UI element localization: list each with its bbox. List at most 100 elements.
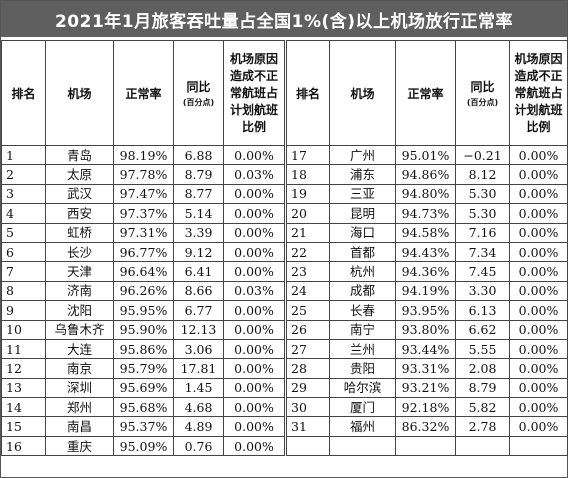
cell-airport: 太原 bbox=[45, 164, 114, 185]
cell-rate: 96.64% bbox=[113, 261, 174, 282]
cell-rate: 96.77% bbox=[113, 241, 174, 263]
cell-rank: 14 bbox=[1, 397, 46, 418]
cell-ratio: 0.00% bbox=[223, 203, 286, 224]
cell-ratio: 0.00% bbox=[223, 435, 286, 457]
cell-yoy: 3.06 bbox=[173, 338, 224, 360]
header-yoy-unit: (百分点) bbox=[182, 98, 215, 107]
cell-ratio-right: 0.00% bbox=[509, 203, 568, 224]
cell-yoy: 12.13 bbox=[173, 319, 224, 340]
cell-rate: 96.26% bbox=[113, 280, 174, 302]
cell-yoy: 8.79 bbox=[173, 164, 224, 185]
cell-airport-right: 广州 bbox=[329, 144, 396, 166]
cell-yoy-right: −0.21 bbox=[455, 144, 510, 166]
cell-airport: 乌鲁木齐 bbox=[45, 319, 114, 340]
cell-yoy-right: 2.78 bbox=[455, 416, 510, 437]
cell-airport: 武汉 bbox=[45, 183, 114, 205]
cell-rank-right: 25 bbox=[284, 300, 330, 321]
cell-yoy: 17.81 bbox=[173, 358, 224, 379]
cell-ratio-right: 0.00% bbox=[509, 144, 568, 166]
table-row: 13 深圳 95.69% 1.45 0.00% 29 哈尔滨 93.21% 8.79 0.00% bbox=[1, 377, 568, 399]
cell-yoy-right: 6.62 bbox=[455, 319, 510, 340]
header-airport: 机场 bbox=[45, 40, 114, 146]
cell-rank: 3 bbox=[1, 183, 46, 205]
cell-rank-right: 20 bbox=[284, 203, 330, 224]
cell-rank: 9 bbox=[1, 300, 46, 321]
cell-yoy-right: 5.55 bbox=[455, 338, 510, 360]
cell-rank-right: 18 bbox=[284, 164, 330, 185]
header-rank-right: 排名 bbox=[284, 40, 330, 146]
cell-rate-right: 94.73% bbox=[395, 203, 456, 224]
cell-rate: 95.69% bbox=[113, 377, 174, 399]
cell-airport: 郑州 bbox=[45, 397, 114, 418]
cell-rank-right: 19 bbox=[284, 183, 330, 205]
table-row: 8 济南 96.26% 8.66 0.03% 24 成都 94.19% 3.30 0.00% bbox=[1, 280, 568, 302]
cell-rank-right bbox=[284, 435, 330, 457]
header-row: 排名 机场 正常率 同比 (百分点) 机场原因造成不正常航班占计划航班比例 排名… bbox=[1, 40, 568, 146]
cell-ratio-right: 0.00% bbox=[509, 164, 568, 185]
cell-yoy: 8.66 bbox=[173, 280, 224, 302]
cell-yoy-right bbox=[455, 435, 510, 457]
cell-ratio: 0.00% bbox=[223, 183, 286, 205]
cell-airport-right: 三亚 bbox=[329, 183, 396, 205]
table-title: 2021年1月旅客吞吐量占全国1%(含)以上机场放行正常率 bbox=[1, 1, 567, 37]
cell-rate-right: 95.01% bbox=[395, 144, 456, 166]
cell-airport-right: 浦东 bbox=[329, 164, 396, 185]
cell-airport: 天津 bbox=[45, 261, 114, 282]
cell-rate-right: 94.86% bbox=[395, 164, 456, 185]
cell-ratio: 0.00% bbox=[223, 338, 286, 360]
cell-rank-right: 29 bbox=[284, 377, 330, 399]
cell-rate: 98.19% bbox=[113, 144, 174, 166]
cell-yoy: 9.12 bbox=[173, 241, 224, 263]
table-row: 7 天津 96.64% 6.41 0.00% 23 杭州 94.36% 7.45 0.00% bbox=[1, 261, 568, 282]
cell-airport-right: 兰州 bbox=[329, 338, 396, 360]
cell-rate: 97.37% bbox=[113, 203, 174, 224]
cell-airport-right: 厦门 bbox=[329, 397, 396, 418]
cell-ratio-right: 0.00% bbox=[509, 300, 568, 321]
cell-yoy: 5.14 bbox=[173, 203, 224, 224]
cell-rank: 6 bbox=[1, 241, 46, 263]
cell-ratio-right: 0.00% bbox=[509, 338, 568, 360]
cell-yoy: 0.76 bbox=[173, 435, 224, 457]
cell-rank-right: 17 bbox=[284, 144, 330, 166]
cell-ratio: 0.03% bbox=[223, 280, 286, 302]
cell-yoy-right: 7.34 bbox=[455, 241, 510, 263]
cell-airport-right: 首都 bbox=[329, 241, 396, 263]
cell-rank-right: 22 bbox=[284, 241, 330, 263]
cell-rate-right: 93.31% bbox=[395, 358, 456, 379]
cell-rank: 13 bbox=[1, 377, 46, 399]
cell-ratio-right: 0.00% bbox=[509, 241, 568, 263]
table-row: 16 重庆 95.09% 0.76 0.00% bbox=[1, 435, 568, 457]
cell-rate-right: 93.44% bbox=[395, 338, 456, 360]
cell-yoy-right: 2.08 bbox=[455, 358, 510, 379]
cell-rate-right: 86.32% bbox=[395, 416, 456, 437]
cell-airport: 青岛 bbox=[45, 144, 114, 166]
cell-rate-right: 94.58% bbox=[395, 222, 456, 243]
cell-ratio-right: 0.00% bbox=[509, 222, 568, 243]
cell-rank-right: 24 bbox=[284, 280, 330, 302]
cell-ratio-right: 0.00% bbox=[509, 280, 568, 302]
cell-yoy: 1.45 bbox=[173, 377, 224, 399]
cell-rate-right: 93.21% bbox=[395, 377, 456, 399]
header-rate-right: 正常率 bbox=[395, 40, 456, 146]
cell-ratio-right: 0.00% bbox=[509, 183, 568, 205]
cell-rank: 11 bbox=[1, 338, 46, 360]
header-rate: 正常率 bbox=[113, 40, 174, 146]
cell-rate: 97.31% bbox=[113, 222, 174, 243]
table-row: 11 大连 95.86% 3.06 0.00% 27 兰州 93.44% 5.55 0.00% bbox=[1, 338, 568, 360]
cell-rank: 12 bbox=[1, 358, 46, 379]
cell-airport-right: 海口 bbox=[329, 222, 396, 243]
cell-rate: 95.86% bbox=[113, 338, 174, 360]
header-ratio-right: 机场原因造成不正常航班占计划航班比例 bbox=[509, 40, 568, 146]
cell-yoy-right: 3.30 bbox=[455, 280, 510, 302]
header-ratio: 机场原因造成不正常航班占计划航班比例 bbox=[223, 40, 286, 146]
table-body: 1 青岛 98.19% 6.88 0.00% 17 广州 95.01% −0.21 0.00% 2 太… bbox=[1, 144, 568, 457]
header-yoy-label-right: 同比 bbox=[470, 80, 495, 94]
cell-rate-right: 92.18% bbox=[395, 397, 456, 418]
cell-rate-right: 94.19% bbox=[395, 280, 456, 302]
cell-rank: 16 bbox=[1, 435, 46, 457]
cell-ratio-right: 0.00% bbox=[509, 377, 568, 399]
cell-rank: 4 bbox=[1, 203, 46, 224]
cell-yoy: 8.77 bbox=[173, 183, 224, 205]
cell-airport-right: 贵阳 bbox=[329, 358, 396, 379]
